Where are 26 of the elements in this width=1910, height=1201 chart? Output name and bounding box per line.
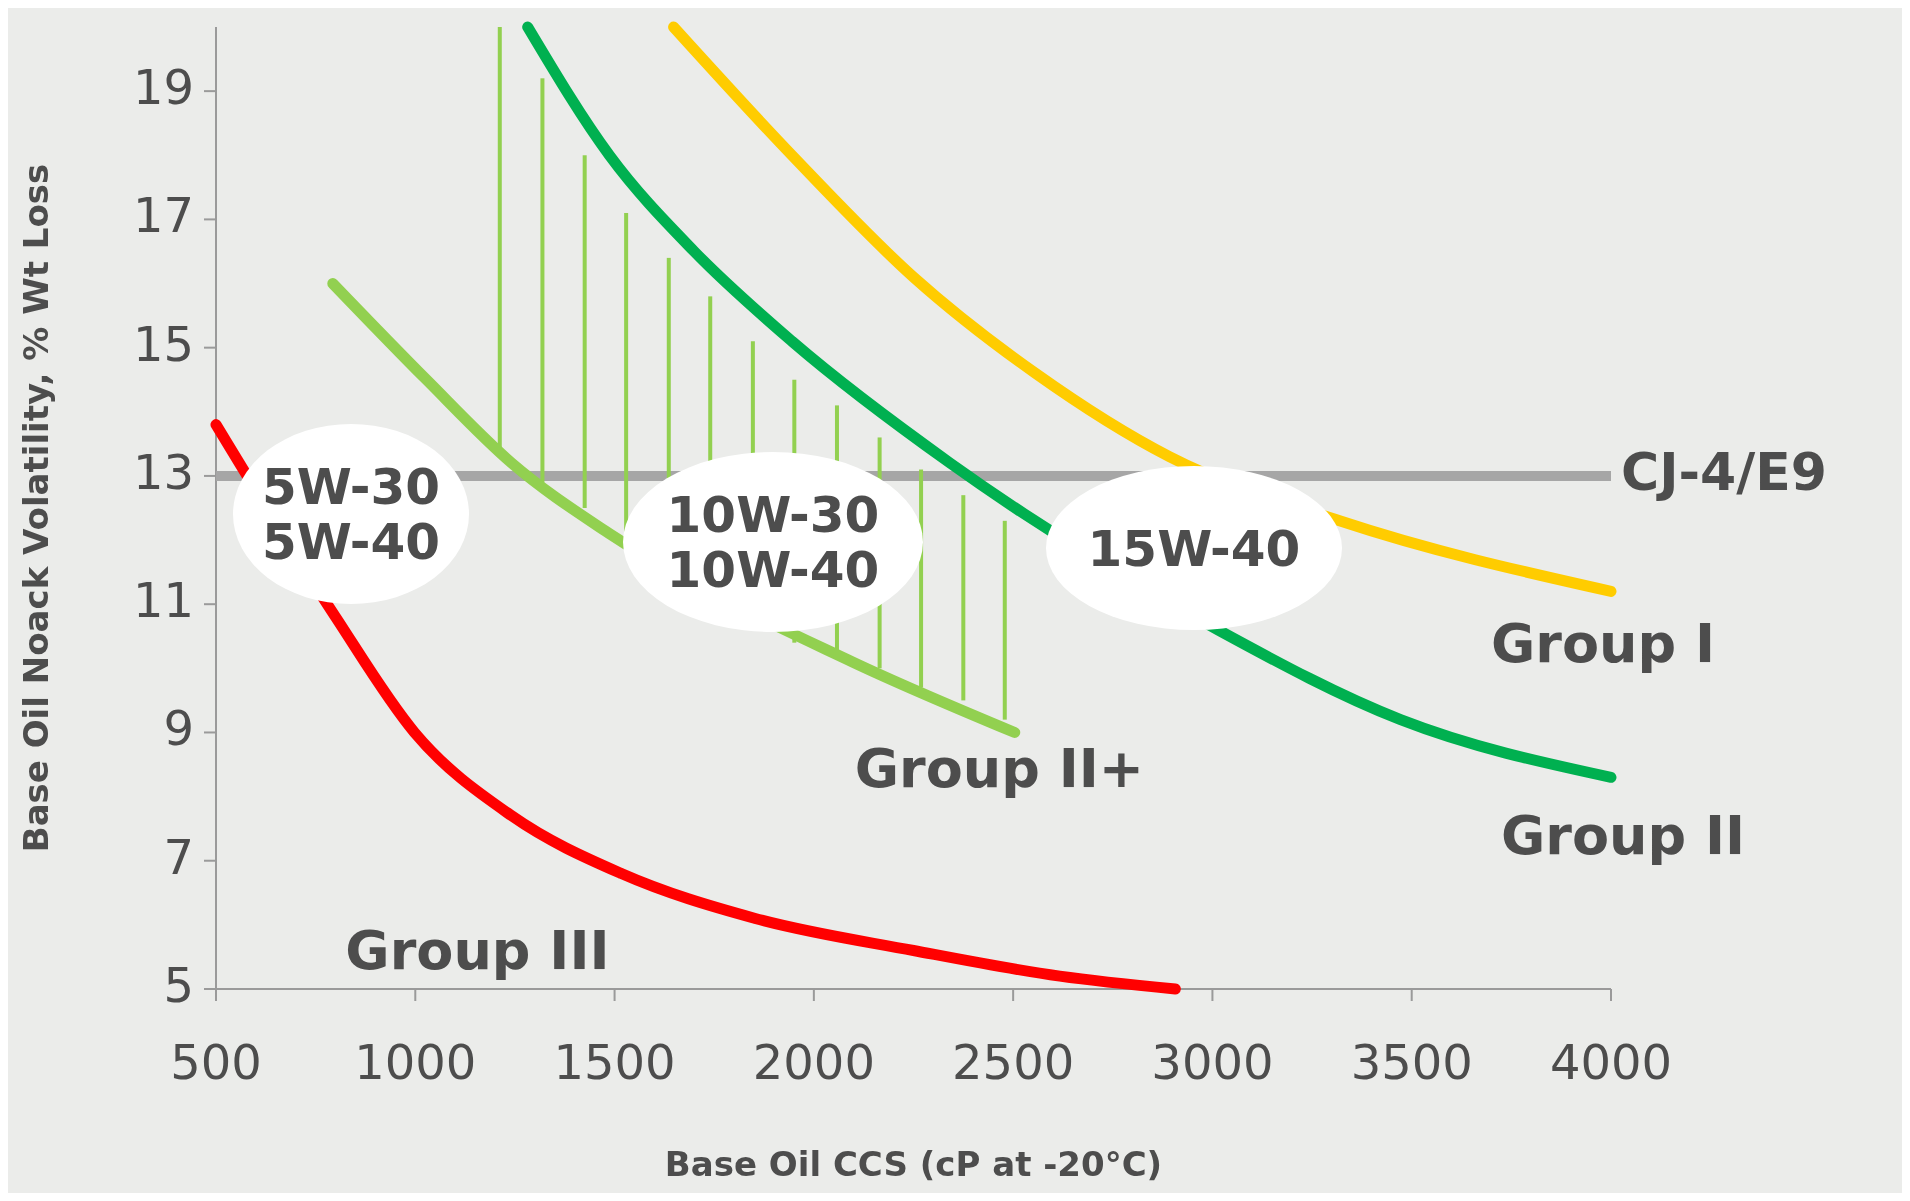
y-tick-label: 19 [132,59,194,116]
x-tick-label: 1500 [553,1034,676,1090]
y-tick-label: 13 [132,443,194,500]
x-axis-title: Base Oil CCS (cP at -20°C) [664,1144,1163,1184]
y-axis-title: Base Oil Noack Volatility, % Wt Loss [16,163,56,853]
y-tick-label: 11 [132,572,194,629]
y-tick-label: 9 [163,700,194,757]
x-tick-label: 4000 [1549,1034,1673,1090]
x-tick-label: 500 [170,1034,262,1090]
series-label: Group II+ [854,737,1145,801]
ref-line-label: CJ-4/E9 [1621,441,1827,502]
annotation: 15W-40 [1087,519,1301,578]
y-tick-label: 17 [132,187,194,244]
annotation: 10W-30 10W-40 [666,486,880,599]
x-tick-label: 3000 [1151,1034,1274,1090]
series-label: Group III [345,918,610,982]
x-tick-label: 3500 [1350,1034,1473,1090]
series-label: Group II [1501,804,1746,867]
x-tick-label: 2500 [952,1034,1075,1090]
series-label: Group I [1491,612,1716,676]
x-tick-label: 2000 [752,1034,875,1090]
y-tick-label: 15 [132,315,194,372]
annotation: 5W-30 5W-40 [261,458,441,571]
y-tick-label: 7 [163,828,194,885]
x-tick-label: 1000 [354,1034,477,1090]
y-tick-label: 5 [163,957,194,1013]
